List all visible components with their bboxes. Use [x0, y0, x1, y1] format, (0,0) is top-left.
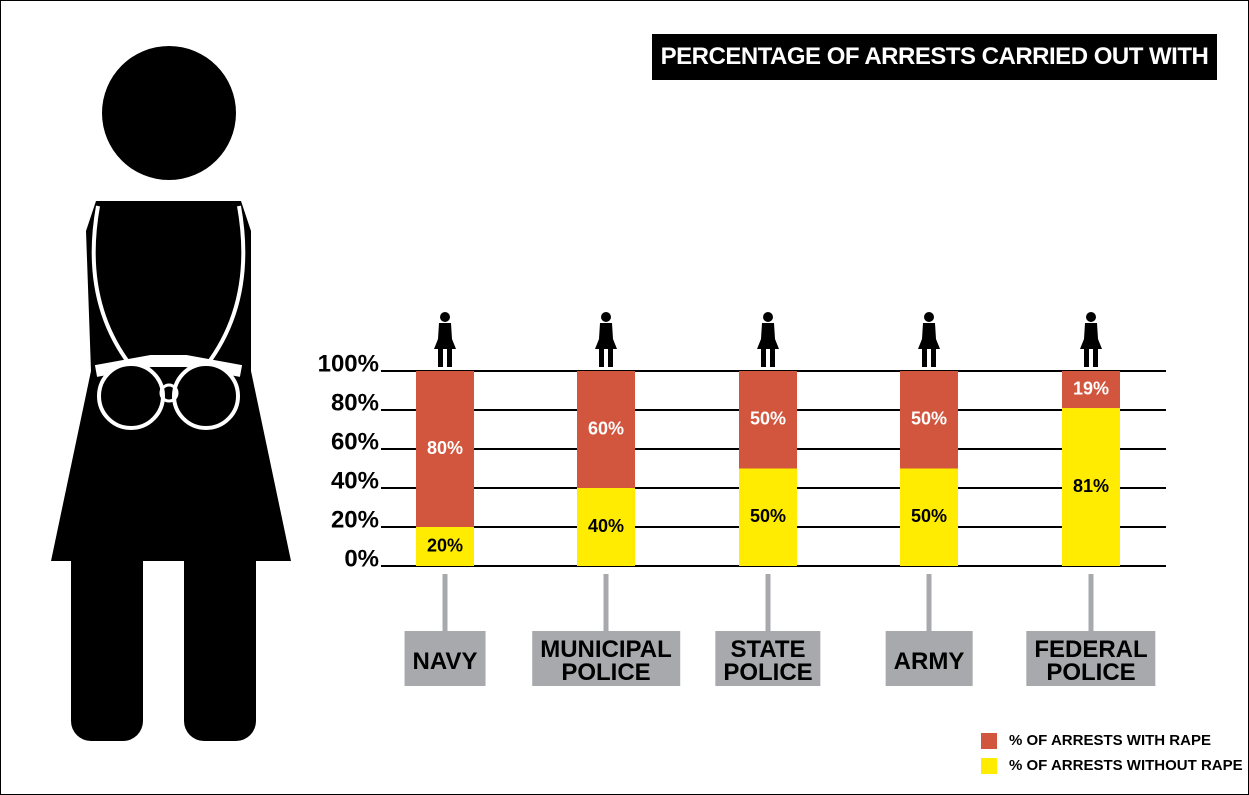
- category-label: MUNICIPAL POLICE: [532, 631, 680, 686]
- icon-leg: [761, 348, 766, 367]
- icon-head: [601, 312, 611, 322]
- y-tick-label: 100%: [318, 350, 379, 377]
- value-label: 20%: [427, 535, 463, 555]
- woman-icon: [434, 312, 456, 367]
- icon-leg: [931, 348, 936, 367]
- icon-leg: [447, 348, 452, 367]
- y-tick-label: 80%: [331, 389, 379, 416]
- legend-label: % OF ARRESTS WITHOUT RAPE: [1009, 757, 1243, 774]
- icon-body: [1080, 323, 1102, 349]
- value-label: 50%: [750, 409, 786, 429]
- woman-icon: [595, 312, 617, 367]
- legend-item: % OF ARRESTS WITH RAPE: [981, 732, 1211, 749]
- y-tick-label: 60%: [331, 428, 379, 455]
- icon-leg: [770, 348, 775, 367]
- bar-segment: [1062, 408, 1120, 566]
- bar-segment: [577, 371, 635, 488]
- y-tick-label: 20%: [331, 506, 379, 533]
- value-label: 50%: [911, 506, 947, 526]
- icon-head: [763, 312, 773, 322]
- value-label: 19%: [1073, 378, 1109, 398]
- category-label: NAVY: [404, 631, 486, 686]
- value-label: 50%: [750, 506, 786, 526]
- y-tick-label: 0%: [344, 545, 379, 572]
- woman-icon: [757, 312, 779, 367]
- icon-body: [918, 323, 940, 349]
- y-tick-label: 40%: [331, 467, 379, 494]
- woman-icon: [1080, 312, 1102, 367]
- bar-segment: [416, 371, 474, 527]
- icon-leg: [599, 348, 604, 367]
- bar-segment: [416, 527, 474, 566]
- icon-leg: [1093, 348, 1098, 367]
- icon-body: [757, 323, 779, 349]
- value-label: 80%: [427, 438, 463, 458]
- icon-body: [595, 323, 617, 349]
- chart-title: PERCENTAGE OF ARRESTS CARRIED OUT WITH R…: [652, 34, 1217, 116]
- legend-swatch: [981, 732, 997, 749]
- bar-segment: [900, 468, 958, 566]
- value-label: 81%: [1073, 476, 1109, 496]
- icon-body: [434, 323, 456, 349]
- icon-head: [440, 312, 450, 322]
- icon-leg: [438, 348, 443, 367]
- icon-leg: [1084, 348, 1089, 367]
- bar-segment: [900, 371, 958, 469]
- value-label: 60%: [588, 418, 624, 438]
- value-label: 50%: [911, 409, 947, 429]
- bar-segment: [739, 468, 797, 566]
- icon-leg: [608, 348, 613, 367]
- category-label: STATE POLICE: [715, 631, 821, 686]
- icon-leg: [922, 348, 927, 367]
- legend-label: % OF ARRESTS WITH RAPE: [1009, 732, 1211, 749]
- legend-item: % OF ARRESTS WITHOUT RAPE: [981, 757, 1243, 774]
- category-label: FEDERAL POLICE: [1026, 631, 1156, 686]
- woman-icon: [918, 312, 940, 367]
- icon-head: [1086, 312, 1096, 322]
- value-label: 40%: [588, 516, 624, 536]
- bar-segment: [577, 488, 635, 566]
- bar-segment: [739, 371, 797, 469]
- category-label: ARMY: [885, 631, 973, 686]
- woman-figure: [51, 46, 291, 741]
- bar-segment: [1062, 371, 1120, 409]
- icon-head: [924, 312, 934, 322]
- legend-swatch: [981, 757, 997, 774]
